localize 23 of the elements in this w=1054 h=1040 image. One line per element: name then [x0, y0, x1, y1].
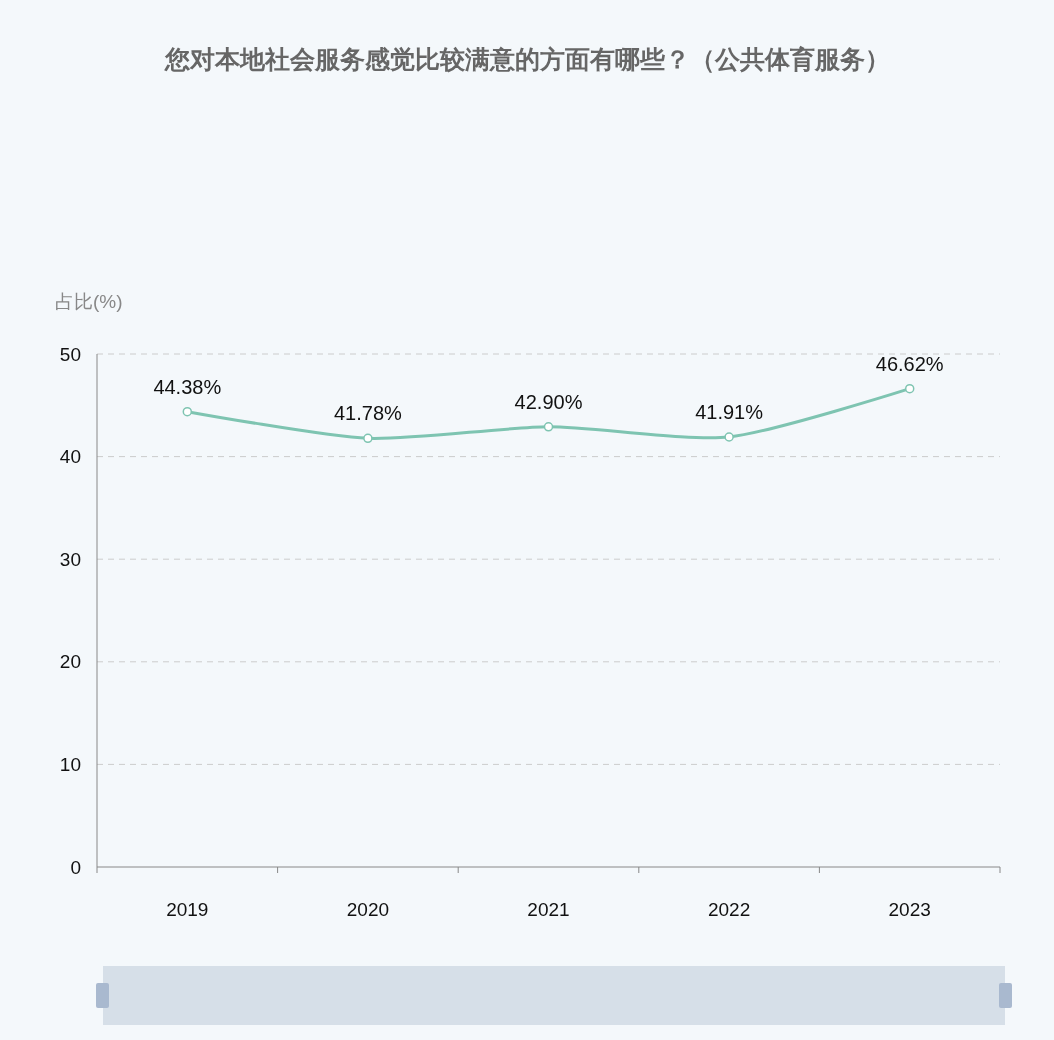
text: 41.78% — [333, 402, 402, 425]
point — [904, 383, 915, 394]
text: 44.38% — [153, 375, 222, 398]
point — [543, 422, 554, 432]
x-tick-label: 2020 — [346, 899, 390, 920]
x-tick-label: 2022 — [707, 899, 751, 920]
point — [182, 406, 193, 417]
y-tick-label: 50 — [59, 343, 81, 365]
x-tick-label: 2023 — [888, 899, 931, 920]
text: 41.91% — [695, 401, 764, 423]
x-tick-label: 2021 — [527, 899, 570, 920]
chart-title: 您对本地社会服务感觉比较满意的方面有哪些？（公共体育服务） — [163, 45, 890, 73]
y-tick-label: 0 — [70, 856, 81, 878]
y-tick-label: 20 — [59, 651, 81, 673]
text: 42.90% — [514, 390, 583, 413]
y-axis-title: 占比(%) — [55, 291, 123, 312]
y-tick-label: 10 — [59, 754, 81, 776]
point — [724, 432, 734, 442]
text: 46.62% — [875, 352, 944, 375]
point — [363, 433, 373, 444]
x-tick-label: 2019 — [166, 899, 209, 920]
y-tick-label: 40 — [59, 446, 81, 468]
y-tick-label: 30 — [59, 548, 81, 570]
